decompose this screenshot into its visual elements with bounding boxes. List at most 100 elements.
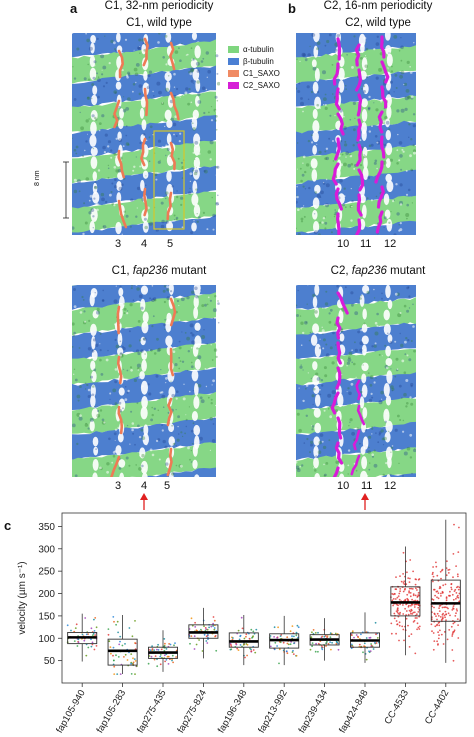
data-point	[452, 553, 455, 555]
data-point	[206, 642, 209, 644]
data-point	[446, 638, 449, 641]
data-point	[390, 622, 393, 625]
data-point	[323, 635, 326, 638]
plot-frame	[61, 512, 467, 684]
data-point	[437, 631, 439, 634]
data-point	[90, 645, 93, 648]
data-point	[365, 637, 368, 639]
data-point	[441, 606, 444, 609]
data-point	[160, 648, 163, 651]
data-point	[455, 592, 458, 594]
data-point	[402, 604, 404, 606]
data-point	[417, 604, 420, 607]
data-point	[439, 585, 441, 588]
data-point	[351, 630, 354, 633]
data-point	[195, 643, 198, 646]
data-point	[404, 587, 406, 590]
data-point	[413, 611, 416, 614]
data-point	[451, 609, 454, 611]
data-point	[289, 630, 292, 633]
data-point	[399, 588, 402, 590]
data-point	[408, 609, 411, 612]
data-point	[279, 635, 282, 637]
legend-label: β-tubulin	[243, 57, 274, 66]
data-point	[198, 639, 201, 641]
data-point	[193, 635, 196, 638]
data-point	[414, 617, 417, 619]
data-point	[449, 590, 451, 593]
box	[107, 638, 138, 666]
saxo-density	[355, 143, 363, 167]
data-point	[214, 635, 217, 637]
data-point	[415, 578, 417, 581]
data-point	[452, 598, 455, 601]
data-point	[444, 610, 447, 613]
data-point	[112, 646, 115, 649]
data-point	[153, 649, 156, 651]
x-tick-label: fap105-940	[54, 688, 88, 735]
data-point	[440, 633, 443, 636]
data-point	[435, 561, 437, 564]
saxo-density	[140, 137, 147, 167]
data-point	[77, 641, 80, 644]
data-point	[362, 651, 364, 654]
data-point	[314, 632, 317, 634]
data-point	[437, 615, 440, 617]
data-point	[148, 655, 151, 657]
data-point	[409, 592, 412, 594]
data-point	[163, 638, 166, 640]
data-point	[166, 655, 169, 658]
saxo-density	[117, 405, 124, 435]
data-point	[395, 588, 398, 591]
data-point	[213, 627, 216, 629]
pf-label: 3	[115, 480, 122, 492]
saxo-density	[331, 162, 340, 186]
tubulin-band	[296, 220, 416, 235]
data-point	[436, 623, 439, 626]
data-point	[327, 643, 330, 645]
saxo-density	[356, 93, 363, 117]
saxo-density	[113, 99, 121, 129]
data-point	[291, 625, 294, 627]
tubulin-band	[296, 349, 416, 387]
data-point	[457, 637, 460, 639]
data-point	[250, 628, 253, 631]
data-point	[435, 615, 437, 617]
data-point	[418, 628, 421, 630]
data-point	[309, 648, 312, 651]
saxo-density	[356, 193, 363, 217]
data-point	[212, 622, 215, 625]
data-point	[117, 656, 120, 658]
data-point	[172, 661, 175, 664]
data-point	[398, 624, 401, 627]
saxo-density	[334, 187, 343, 211]
data-point	[411, 598, 413, 601]
saxo-density	[356, 118, 362, 142]
data-point	[204, 627, 207, 629]
data-point	[403, 639, 405, 642]
data-point	[457, 588, 460, 591]
data-point	[157, 643, 160, 646]
data-point	[113, 665, 116, 668]
data-point	[453, 621, 456, 624]
saxo-density	[332, 466, 340, 477]
data-point	[232, 637, 234, 639]
legend-label: α-tubulin	[243, 45, 274, 54]
data-point	[207, 634, 209, 636]
data-point	[286, 652, 289, 655]
legend-swatch	[228, 58, 239, 65]
data-point	[452, 632, 454, 634]
data-point	[398, 621, 401, 624]
data-point	[416, 622, 419, 625]
data-point	[278, 648, 281, 651]
data-point	[278, 662, 280, 665]
saxo-density	[350, 454, 361, 476]
data-point	[408, 587, 411, 590]
data-point	[159, 663, 162, 666]
data-point	[393, 612, 396, 615]
data-point	[77, 638, 80, 641]
data-point	[331, 641, 333, 644]
data-point	[121, 644, 124, 647]
data-point	[132, 657, 134, 660]
data-point	[112, 616, 115, 618]
